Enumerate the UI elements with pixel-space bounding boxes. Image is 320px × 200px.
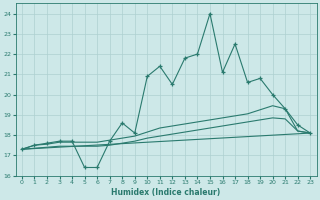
X-axis label: Humidex (Indice chaleur): Humidex (Indice chaleur) — [111, 188, 221, 197]
